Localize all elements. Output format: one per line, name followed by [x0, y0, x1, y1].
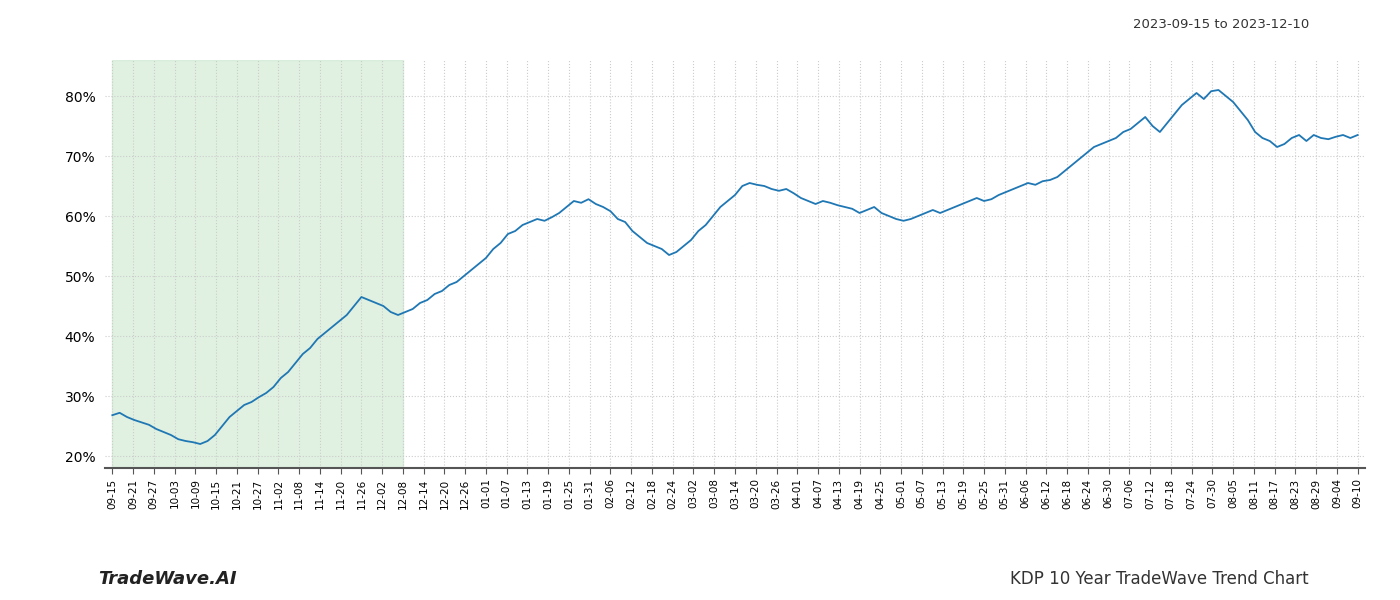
Text: TradeWave.AI: TradeWave.AI: [98, 570, 237, 588]
Bar: [112, 60, 403, 468]
Text: KDP 10 Year TradeWave Trend Chart: KDP 10 Year TradeWave Trend Chart: [1011, 570, 1309, 588]
Text: 2023-09-15 to 2023-12-10: 2023-09-15 to 2023-12-10: [1133, 18, 1309, 31]
